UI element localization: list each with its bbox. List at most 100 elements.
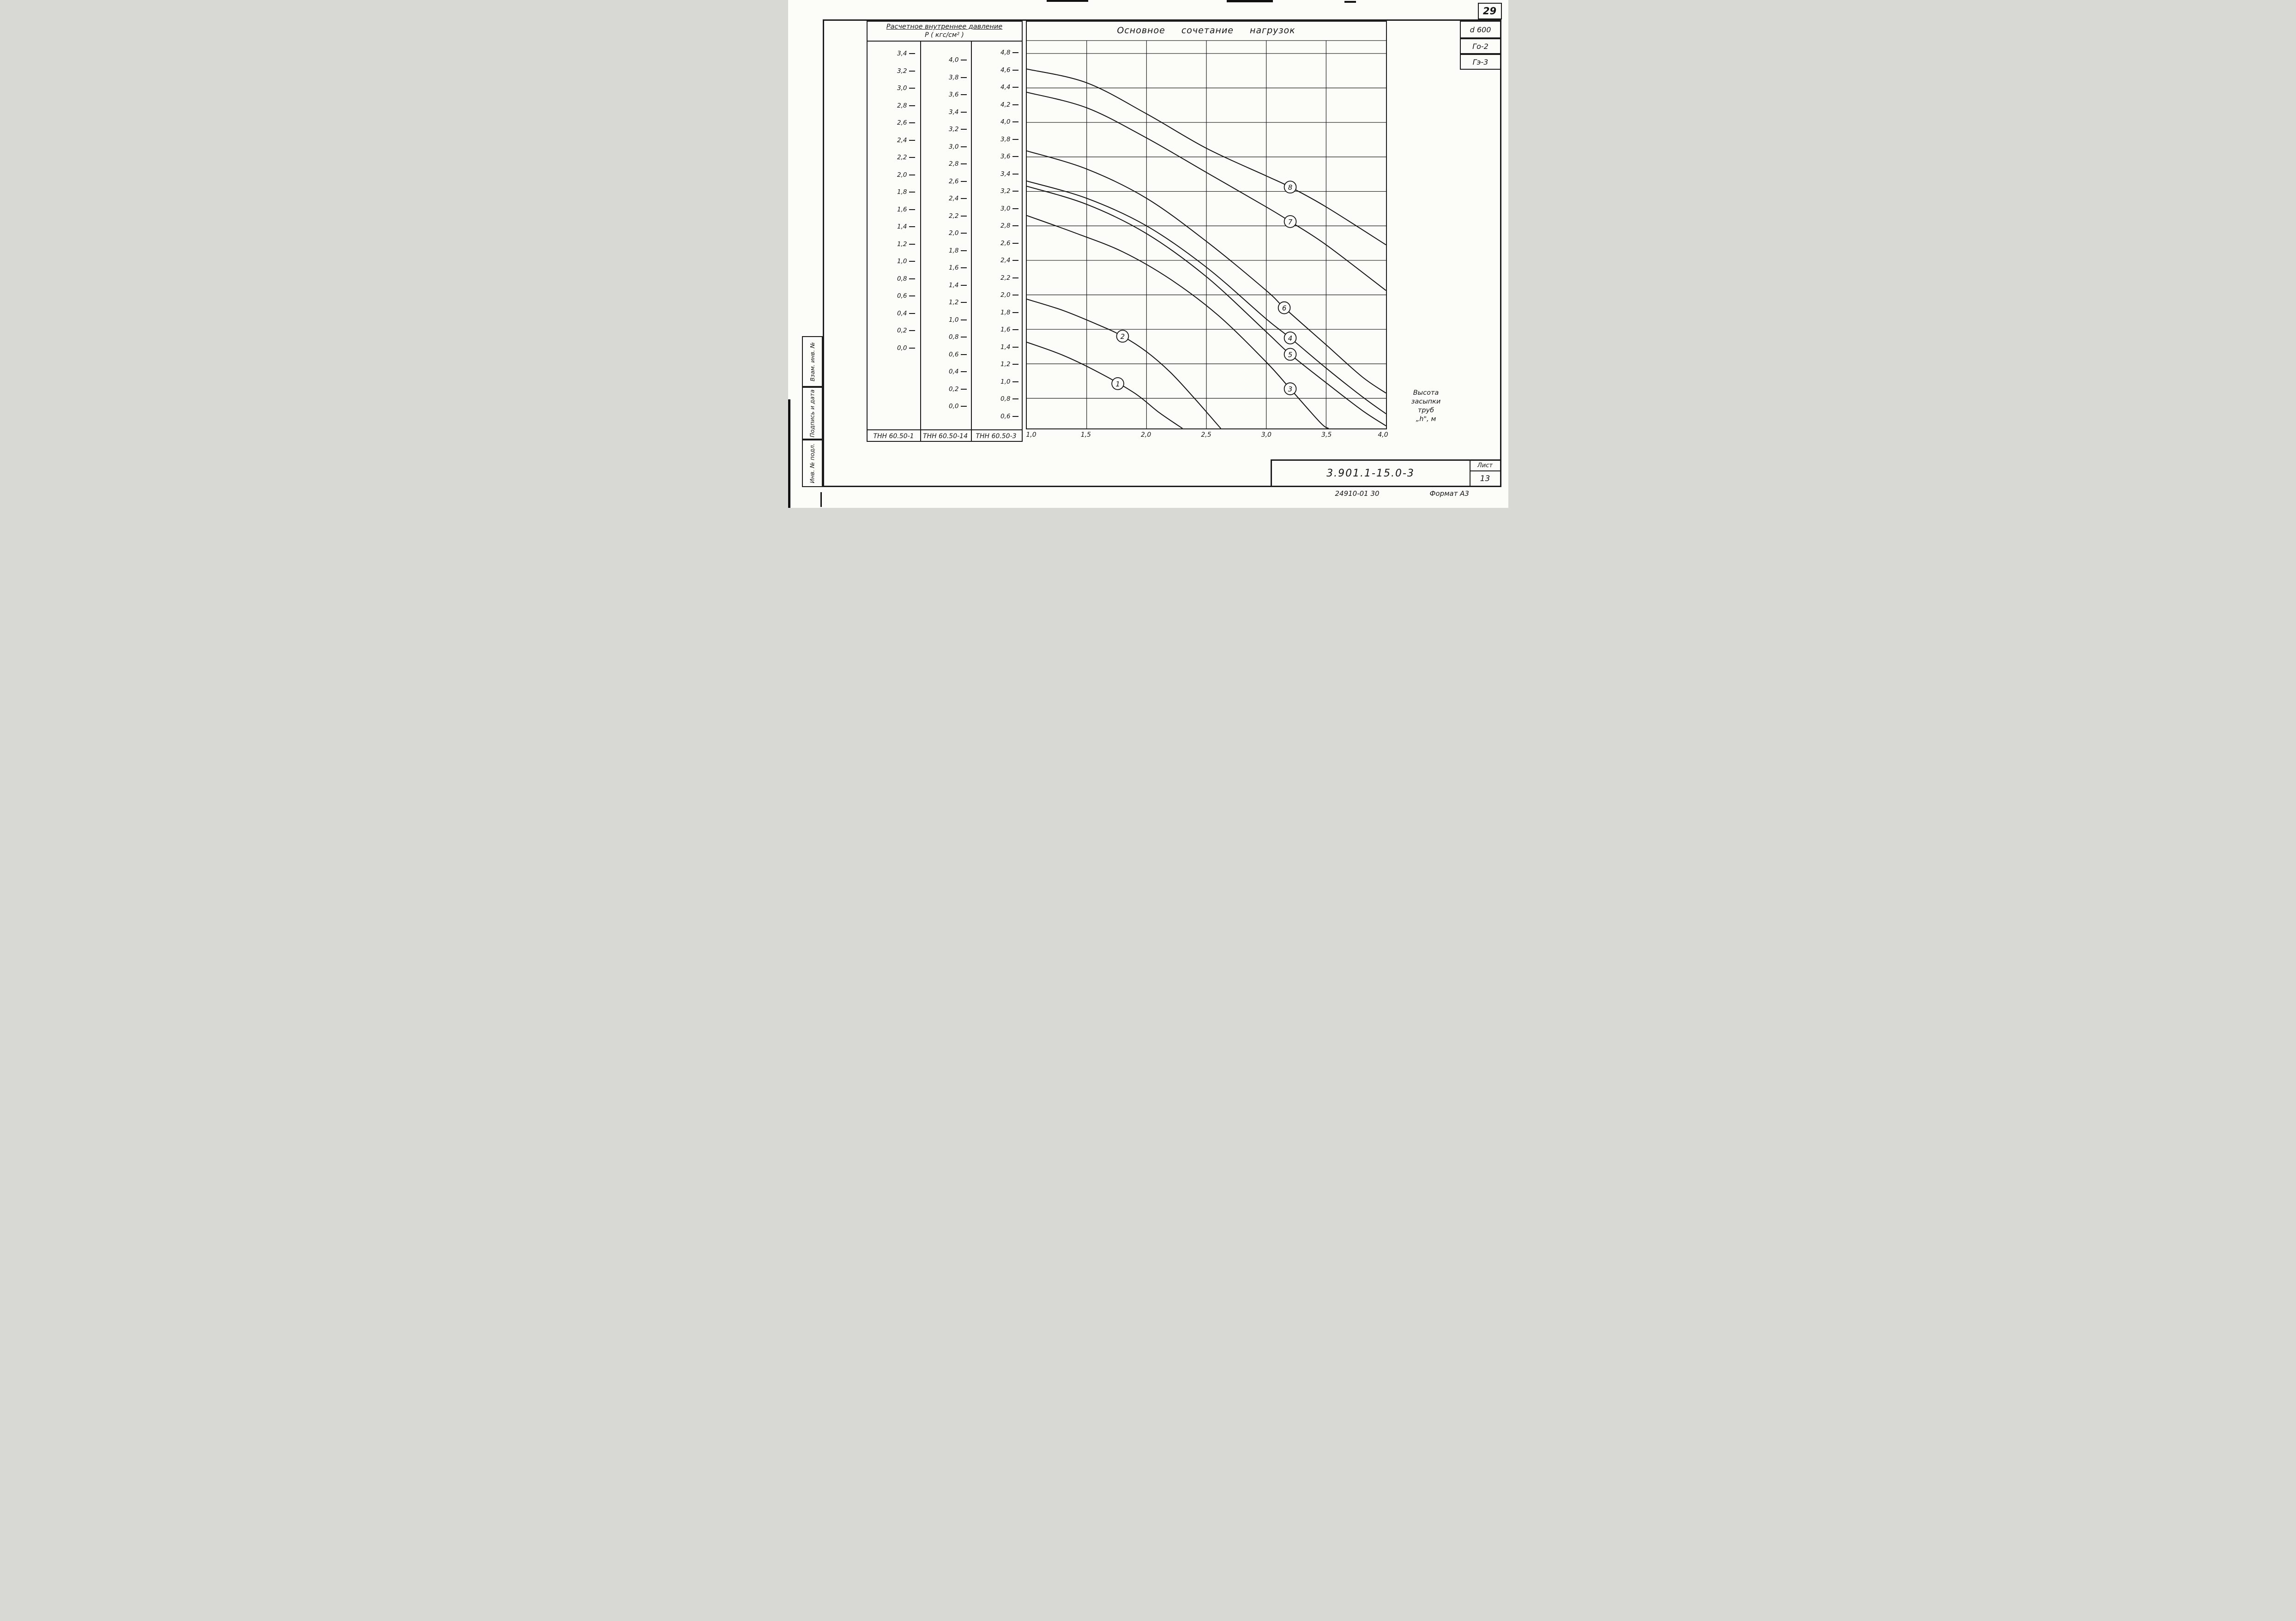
scale-tick-label: 4,2	[1000, 101, 1011, 108]
x-tick-label: 3,5	[1321, 431, 1332, 439]
scan-artifact-top-1	[1046, 0, 1088, 2]
scale-tick-label: 1,0	[897, 258, 907, 265]
scale-tick-mark	[960, 388, 967, 390]
scale-tick-label: 2,6	[949, 177, 959, 185]
curve-label-circle-8	[1284, 181, 1296, 194]
curve-8	[1026, 68, 1386, 246]
stamp-box-inv-podl: Инв. № подл.	[801, 440, 823, 487]
scale-tick-mark	[1012, 398, 1018, 399]
scale-tick-mark	[960, 129, 967, 130]
curve-label-6: 6	[1282, 304, 1286, 313]
scale-tick-mark	[909, 139, 915, 141]
scale-tick-mark	[909, 157, 915, 158]
stamp-label: Подпись и дата	[808, 389, 816, 437]
scale-tick-label: 4,4	[1000, 84, 1011, 91]
scale-tick-label: 2,6	[897, 119, 907, 127]
tag-diameter: d 600	[1459, 21, 1501, 38]
pressure-scales-panel: Расчетное внутреннее давление Р ( кгс/см…	[866, 21, 1023, 442]
scale-tick-label: 2,2	[949, 212, 959, 220]
scale-tick-label: 1,4	[897, 223, 907, 230]
x-tick-label: 3,0	[1261, 431, 1272, 439]
scale-tick-label: 1,8	[1000, 308, 1011, 316]
scale-tick-mark	[960, 198, 967, 199]
scale-tick-mark	[909, 295, 915, 296]
scale-tick-mark	[960, 284, 967, 286]
x-axis-caption-line: Высота	[1413, 389, 1439, 397]
scale-tick-label: 1,2	[897, 240, 907, 248]
scale-tick-label: 3,8	[949, 73, 959, 81]
curve-label-8: 8	[1288, 183, 1292, 192]
footer-format: Формат А3	[1429, 489, 1469, 498]
scale-tick-label: 0,8	[897, 275, 907, 283]
scale-tick-label: 0,0	[897, 344, 907, 352]
scale-tick-label: 2,0	[949, 229, 959, 237]
x-tick-label: 1,5	[1080, 431, 1091, 439]
scale-tick-mark	[909, 261, 915, 262]
curve-label-circle-7	[1284, 215, 1296, 228]
scale-tick-mark	[960, 406, 967, 407]
tag-go-2: Го-2	[1459, 38, 1501, 54]
scale-tick-mark	[909, 192, 915, 193]
scale-tick-label: 3,8	[1000, 135, 1011, 143]
tag-ge-3: Гэ-3	[1459, 54, 1501, 70]
scale-tick-mark	[960, 146, 967, 147]
scale-tick-label: 3,0	[1000, 205, 1011, 212]
document-number: 3.901.1-15.0-3	[1272, 461, 1470, 486]
scale-tick-label: 2,0	[1000, 291, 1011, 299]
x-tick-label: 4,0	[1378, 431, 1388, 439]
scale-tick-label: 3,2	[1000, 187, 1011, 195]
scale-tick-label: 2,4	[897, 136, 907, 144]
scale-tick-mark	[960, 111, 967, 113]
curve-5	[1026, 186, 1386, 427]
scale-tick-label: 2,8	[949, 160, 959, 168]
stamp-box-vzam-inv: Взам. инв. №	[801, 336, 823, 387]
scale-tick-mark	[909, 347, 915, 349]
page-number: 29	[1482, 6, 1497, 17]
curve-label-circle-1	[1111, 377, 1124, 390]
curve-label-circle-2	[1116, 330, 1129, 343]
curve-label-circle-6	[1278, 301, 1290, 314]
pressure-panel-title: Расчетное внутреннее давление	[886, 23, 1003, 30]
scale-tick-mark	[960, 250, 967, 251]
scale-tick-label: 2,8	[1000, 222, 1011, 229]
scale-tick-label: 2,4	[1000, 257, 1011, 264]
scale-tick-mark	[960, 181, 967, 182]
scale-tick-label: 1,0	[949, 316, 959, 324]
scale-tick-mark	[1012, 191, 1018, 192]
scale-tick-mark	[1012, 208, 1018, 209]
scale-tick-label: 0,2	[949, 385, 959, 393]
scale-tick-label: 0,6	[949, 350, 959, 358]
scale-tick-mark	[1012, 104, 1018, 105]
scale-name-tnn-60-50-1: ТНН 60.50-1	[873, 433, 914, 440]
scale-tick-mark	[960, 77, 967, 78]
title-block: 3.901.1-15.0-3 Лист 13	[1270, 459, 1501, 487]
curve-label-3: 3	[1288, 385, 1292, 393]
scale-tick-label: 2,8	[897, 102, 907, 109]
scale-tick-label: 1,4	[1000, 343, 1011, 351]
scale-tick-label: 2,4	[949, 195, 959, 202]
sheet-cell: Лист 13	[1470, 461, 1500, 486]
x-axis-caption-line: труб	[1417, 407, 1434, 414]
panel-footer-divider	[867, 429, 1022, 430]
scale-tick-label: 1,8	[949, 247, 959, 254]
chart-title: Основное сочетание нагрузок	[1117, 25, 1296, 36]
scale-tick-label: 3,4	[1000, 170, 1011, 178]
scale-tick-mark	[1012, 69, 1018, 71]
scan-artifact-top-3	[1344, 1, 1356, 3]
scan-artifact-left	[788, 399, 790, 508]
scale-name-tnn-60-50-14: ТНН 60.50-14	[922, 433, 968, 440]
sheet-number: 13	[1480, 474, 1490, 483]
scale-tick-label: 0,8	[1000, 395, 1011, 403]
scale-tick-label: 3,2	[949, 126, 959, 133]
scale-tick-mark	[909, 53, 915, 54]
scale-tick-mark	[1012, 260, 1018, 261]
scale-tick-mark	[1012, 156, 1018, 157]
scale-tick-label: 4,8	[1000, 49, 1011, 56]
footer-order-code: 24910-01 30	[1335, 489, 1380, 498]
scale-tick-mark	[960, 371, 967, 372]
curve-3	[1026, 215, 1329, 428]
scale-tick-mark	[1012, 416, 1018, 417]
scale-tick-label: 0,8	[949, 333, 959, 341]
scale-tick-label: 2,0	[897, 171, 907, 179]
scale-tick-label: 2,2	[1000, 274, 1011, 282]
